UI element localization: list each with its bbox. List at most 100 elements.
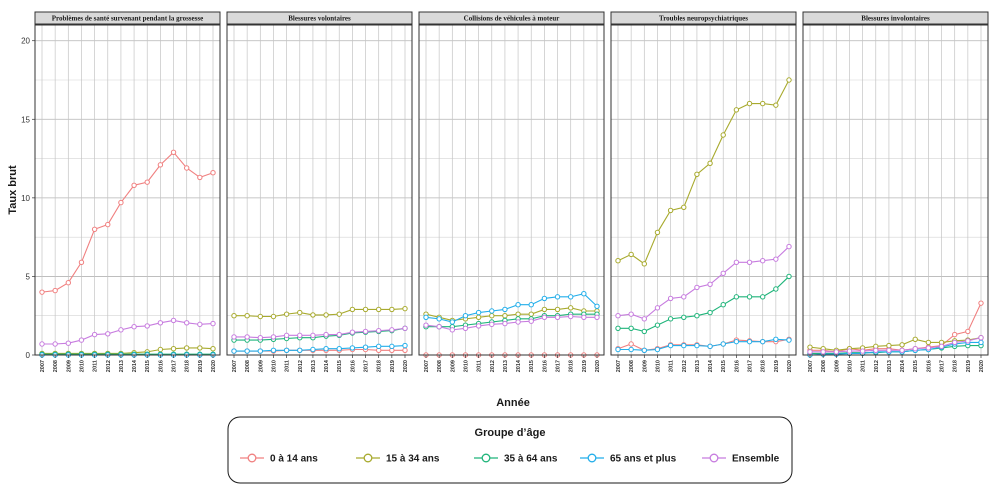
- data-point: [475, 314, 482, 320]
- legend-title: Groupe d’âge: [475, 427, 546, 439]
- legend-label: Ensemble: [732, 454, 780, 465]
- data-point: [759, 100, 766, 107]
- data-point: [694, 313, 700, 319]
- x-tick-label: 2016: [926, 360, 932, 372]
- legend-entry: 65 ans et plus: [580, 454, 677, 465]
- data-point: [641, 261, 648, 267]
- panel-border: [34, 24, 221, 356]
- data-point: [733, 259, 740, 265]
- data-point: [515, 311, 521, 317]
- data-point: [554, 314, 561, 320]
- data-point: [759, 258, 766, 264]
- data-point: [759, 294, 766, 300]
- x-tick-label: 2009: [258, 360, 264, 372]
- panel-strip: [610, 11, 797, 25]
- data-point: [270, 313, 277, 320]
- data-point: [707, 160, 713, 166]
- x-tick-label: 2019: [774, 360, 780, 372]
- data-point: [197, 321, 203, 328]
- legend-entries: 0 à 14 ans 15 à 34 ans 35 à 64 ans 65 ans e…: [240, 454, 780, 465]
- data-point: [402, 325, 408, 331]
- data-point: [528, 318, 534, 324]
- data-point: [210, 320, 216, 327]
- x-tick-label: 2016: [158, 360, 164, 372]
- data-point: [197, 345, 203, 351]
- data-point: [681, 342, 687, 349]
- data-point: [720, 341, 726, 347]
- y-tick-label: 0: [26, 351, 31, 360]
- x-tick-label: 2017: [748, 360, 754, 372]
- x-tick-label: 2007: [424, 360, 430, 372]
- data-point: [554, 294, 561, 300]
- data-point: [183, 345, 190, 351]
- data-point: [257, 348, 264, 354]
- data-point: [283, 332, 290, 339]
- panel-3: Collisions de véhicules à moteur 2007 2008…: [418, 11, 605, 372]
- data-point: [210, 346, 216, 352]
- x-tick-label: 2014: [708, 359, 714, 372]
- x-tick-label: 2008: [437, 360, 443, 372]
- data-point: [667, 342, 674, 349]
- x-axis-title: Année: [496, 397, 530, 409]
- x-tick-label: 2019: [582, 360, 588, 372]
- data-point: [759, 338, 766, 345]
- panel-title: Blessures volontaires: [288, 15, 351, 23]
- y-tick-label: 5: [26, 272, 31, 281]
- data-point: [502, 313, 508, 319]
- data-point: [615, 258, 621, 264]
- x-tick-label: 2018: [953, 360, 959, 372]
- x-tick-label: 2012: [874, 360, 880, 372]
- data-point: [389, 306, 395, 313]
- data-point: [323, 331, 329, 338]
- data-point: [681, 314, 687, 320]
- data-point: [91, 226, 98, 232]
- data-point: [833, 349, 840, 355]
- x-tick-label: 2020: [787, 360, 793, 372]
- data-point: [654, 346, 661, 353]
- x-tick-label: 2016: [734, 360, 740, 372]
- x-tick-label: 2019: [966, 360, 972, 372]
- x-tick-label: 2007: [40, 360, 46, 372]
- data-point: [746, 294, 753, 300]
- data-point: [615, 313, 621, 319]
- data-point: [170, 317, 177, 324]
- data-point: [297, 309, 303, 316]
- legend-box: [227, 416, 793, 484]
- data-point: [567, 305, 574, 311]
- data-point: [462, 325, 469, 331]
- data-point: [746, 100, 753, 107]
- data-point: [681, 204, 687, 210]
- data-point: [489, 321, 495, 328]
- data-point: [786, 273, 792, 280]
- data-point: [681, 294, 687, 300]
- data-point: [667, 295, 674, 302]
- panel-1: Problèmes de santé survenant pendant la …: [34, 11, 221, 372]
- data-point: [641, 316, 648, 322]
- data-point: [594, 303, 600, 309]
- legend-marker: [247, 453, 257, 463]
- data-point: [978, 339, 984, 346]
- plot-background: [227, 25, 412, 355]
- data-point: [528, 311, 534, 317]
- x-tick-label: 2018: [761, 360, 767, 372]
- data-point: [978, 335, 984, 341]
- data-point: [667, 316, 674, 322]
- data-point: [489, 313, 495, 319]
- data-point: [925, 345, 932, 351]
- x-tick-label: 2013: [887, 360, 893, 372]
- data-point: [594, 314, 600, 320]
- data-point: [554, 306, 561, 313]
- data-point: [375, 343, 382, 350]
- x-tick-label: 2020: [403, 360, 409, 372]
- data-point: [402, 342, 408, 349]
- x-tick-label: 2018: [185, 360, 191, 372]
- series-line: [41, 151, 214, 293]
- data-point: [170, 346, 177, 352]
- data-point: [567, 313, 574, 320]
- x-tick-label: 2014: [132, 359, 138, 372]
- data-point: [449, 327, 456, 333]
- y-axis-title: Taux brut: [7, 165, 19, 215]
- plot-background: [611, 25, 796, 355]
- x-tick-label: 2013: [119, 360, 125, 372]
